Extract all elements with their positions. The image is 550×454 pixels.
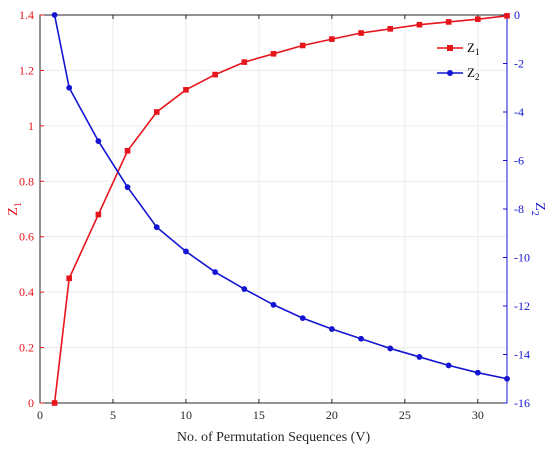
y-left-tick-label: 0 (28, 396, 34, 410)
data-point-z1 (95, 211, 102, 218)
x-axis-title: No. of Permutation Sequences (V) (177, 430, 371, 445)
data-point-z2 (212, 269, 219, 275)
data-point-z1 (212, 71, 218, 78)
x-tick-label: 25 (399, 408, 411, 422)
y-axis-right-title-main: Z (532, 202, 547, 211)
data-point-z1 (475, 16, 481, 22)
y-left-tick-label: 0.6 (19, 230, 34, 244)
data-point-z2 (270, 301, 277, 308)
legend-marker-z1 (447, 45, 453, 51)
data-point-z2 (299, 315, 306, 322)
data-point-z1 (241, 59, 248, 65)
data-point-z2 (95, 138, 102, 145)
x-tick-label: 20 (326, 408, 338, 422)
data-point-z1 (270, 51, 277, 57)
y-right-tick-label: -8 (514, 202, 524, 216)
y-left-tick-label: 0.2 (19, 341, 34, 355)
y-right-tick-label: -12 (514, 299, 530, 313)
y-left-tick-label: 1 (28, 119, 34, 133)
data-point-z2 (66, 84, 73, 91)
legend-label-z1-main: Z (467, 40, 475, 55)
data-point-z1 (183, 87, 189, 93)
data-point-z1 (445, 19, 452, 25)
legend: Z1 Z2 (437, 40, 479, 82)
y-right-tick-label: -2 (514, 57, 524, 71)
y-left-tick-label: 0.8 (19, 174, 34, 188)
data-point-z1 (387, 26, 394, 32)
y-right-tick-label: -10 (514, 251, 530, 265)
y-right-tick-label: -4 (514, 105, 524, 119)
legend-marker-z2 (447, 70, 453, 76)
y-right-tick-label: -16 (514, 396, 530, 410)
y-right-tick-label: -14 (514, 348, 530, 362)
data-point-z1 (51, 400, 58, 406)
series-line-1 (53, 15, 508, 404)
y-axis-left-title: Z1 (6, 202, 24, 216)
data-point-z2 (328, 326, 335, 332)
series-line-2 (53, 14, 508, 380)
data-point-z1 (124, 148, 131, 154)
legend-label-z1-sub: 1 (475, 47, 480, 57)
legend-label-z1: Z1 (467, 40, 479, 57)
y-axis-right-title-sub: 2 (529, 211, 540, 216)
plot-frame (39, 14, 508, 404)
x-tick-label: 0 (37, 408, 43, 422)
data-point-z2 (387, 345, 394, 352)
y-right-tick-label: 0 (514, 8, 520, 22)
x-tick-label: 30 (472, 408, 484, 422)
y-axis-left-title-sub: 1 (13, 202, 24, 207)
data-point-z2 (445, 362, 452, 369)
legend-item-z1: Z1 (437, 40, 479, 57)
data-point-z2 (183, 248, 189, 255)
y-axis-right-title: Z2 (529, 202, 547, 216)
legend-label-z2: Z2 (467, 65, 479, 82)
legend-label-z2-sub: 2 (475, 72, 480, 82)
data-point-z2 (474, 369, 481, 376)
data-point-z1 (299, 42, 306, 49)
data-point-z2 (358, 335, 364, 342)
data-point-z2 (241, 286, 248, 292)
grid (39, 14, 507, 404)
y-right-tick-label: -6 (514, 154, 524, 168)
data-point-z2 (153, 224, 160, 231)
data-point-z1 (416, 21, 423, 28)
y-left-tick-label: 0.4 (19, 285, 34, 299)
y-left-tick-label: 1.2 (19, 63, 34, 77)
y-axis-left-title-main: Z (6, 207, 21, 216)
data-point-z1 (329, 36, 335, 42)
axis-ticks: 0 5 10 15 20 25 30 0 0.2 0.4 0.6 0.8 1 1.2 1.4 0 -2 -4 -6 -… (19, 8, 530, 422)
data-point-z1 (153, 109, 160, 115)
x-tick-label: 15 (253, 408, 265, 422)
data-point-z1 (66, 275, 72, 282)
series-layer (51, 12, 510, 406)
data-point-z2 (504, 375, 510, 382)
data-point-z1 (358, 30, 364, 36)
y-left-tick-label: 1.4 (19, 8, 34, 22)
legend-item-z2: Z2 (437, 65, 479, 82)
data-point-z2 (51, 12, 58, 18)
data-point-z2 (124, 184, 131, 191)
x-tick-label: 10 (180, 408, 192, 422)
data-point-z2 (416, 354, 423, 360)
x-tick-label: 5 (110, 408, 116, 422)
data-point-z1 (504, 13, 510, 19)
legend-label-z2-main: Z (467, 65, 475, 80)
